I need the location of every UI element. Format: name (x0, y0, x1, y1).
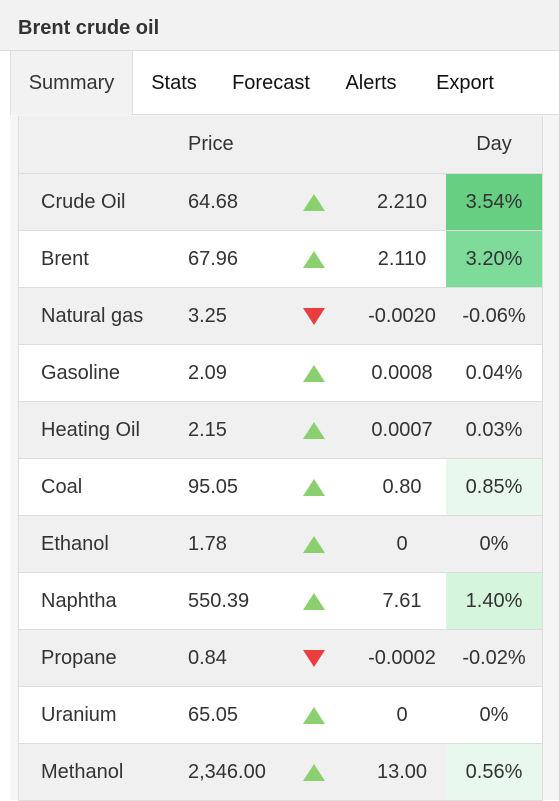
price-change: -0.0002 (368, 646, 436, 669)
commodity-name: Naphtha (41, 589, 117, 612)
quotes-table: Price Day Crude Oil 64.68 2.210 3.54% Brent 6… (18, 116, 543, 801)
table-row[interactable]: Methanol 2,346.00 13.00 0.56% (19, 744, 542, 801)
day-percent-change: 0.04% (465, 361, 523, 384)
commodity-name: Ethanol (41, 532, 109, 555)
triangle-up-icon (303, 193, 325, 211)
up-arrow-icon (302, 459, 326, 515)
day-percent-change: 1.40% (446, 573, 542, 629)
up-arrow-icon (302, 231, 326, 287)
day-percent-change: -0.06% (462, 304, 526, 327)
commodity-name: Heating Oil (41, 418, 140, 441)
table-header-row: Price Day (19, 116, 542, 174)
table-row[interactable]: Propane 0.84 -0.0002 -0.02% (19, 630, 542, 687)
table-body: Crude Oil 64.68 2.210 3.54% Brent 67.96 2.110 3… (19, 174, 542, 801)
table-row[interactable]: Natural gas 3.25 -0.0020 -0.06% (19, 288, 542, 345)
table-row[interactable]: Brent 67.96 2.110 3.20% (19, 231, 542, 288)
triangle-up-icon (303, 763, 325, 781)
commodity-price: 2.15 (188, 418, 227, 441)
day-percent-change: 0% (479, 532, 509, 555)
commodity-price: 95.05 (188, 475, 239, 498)
price-change: 7.61 (382, 589, 422, 612)
commodity-price: 0.84 (188, 646, 227, 669)
price-change: 0.0007 (371, 418, 433, 441)
up-arrow-icon (302, 345, 326, 401)
up-arrow-icon (302, 687, 326, 743)
commodity-price: 550.39 (188, 589, 250, 612)
price-change: 2.110 (377, 247, 427, 270)
tab-divider (132, 114, 559, 115)
commodity-name: Crude Oil (41, 190, 126, 213)
tab-summary[interactable]: Summary (10, 51, 133, 115)
commodity-price: 1.78 (188, 532, 227, 555)
triangle-up-icon (303, 364, 325, 382)
commodity-name: Uranium (41, 703, 117, 726)
commodity-name: Brent (41, 247, 89, 270)
table-row[interactable]: Coal 95.05 0.80 0.85% (19, 459, 542, 516)
up-arrow-icon (302, 402, 326, 458)
day-column-header: Day (476, 133, 512, 155)
page-title: Brent crude oil (18, 17, 160, 39)
tab-bar: Summary Stats Forecast Alerts Export (0, 51, 559, 115)
up-arrow-icon (302, 516, 326, 572)
price-change: 0.80 (382, 475, 422, 498)
commodity-name: Gasoline (41, 361, 120, 384)
commodity-price: 2,346.00 (188, 760, 266, 783)
day-percent-change: 0% (479, 703, 509, 726)
price-change: 13.00 (376, 760, 428, 783)
down-arrow-icon (302, 288, 326, 344)
commodity-name: Natural gas (41, 304, 144, 327)
commodity-price: 65.05 (188, 703, 239, 726)
commodity-price: 67.96 (188, 247, 239, 270)
table-row[interactable]: Gasoline 2.09 0.0008 0.04% (19, 345, 542, 402)
commodity-name: Propane (41, 646, 117, 669)
price-change: 2.210 (376, 190, 428, 213)
triangle-up-icon (303, 706, 325, 724)
price-column-header: Price (188, 133, 234, 155)
triangle-up-icon (303, 478, 325, 496)
triangle-down-icon (303, 307, 325, 325)
commodity-name: Methanol (41, 760, 124, 783)
triangle-up-icon (303, 592, 325, 610)
up-arrow-icon (302, 174, 326, 230)
triangle-up-icon (303, 421, 325, 439)
table-row[interactable]: Heating Oil 2.15 0.0007 0.03% (19, 402, 542, 459)
table-row[interactable]: Ethanol 1.78 0 0% (19, 516, 542, 573)
day-percent-change: 3.20% (446, 231, 542, 287)
price-change: -0.0020 (368, 304, 436, 327)
day-percent-change: 0.03% (465, 418, 523, 441)
day-percent-change: -0.02% (462, 646, 526, 669)
tab-stats[interactable]: Stats (151, 72, 197, 94)
price-change: 0 (396, 703, 408, 726)
table-row[interactable]: Crude Oil 64.68 2.210 3.54% (19, 174, 542, 231)
commodity-name: Coal (41, 475, 83, 498)
triangle-down-icon (303, 649, 325, 667)
triangle-up-icon (303, 535, 325, 553)
up-arrow-icon (302, 744, 326, 800)
commodity-price: 64.68 (188, 190, 239, 213)
tab-export[interactable]: Export (436, 72, 494, 94)
day-percent-change: 0.85% (446, 459, 542, 515)
commodity-price: 3.25 (188, 304, 227, 327)
down-arrow-icon (302, 630, 326, 686)
tab-alerts[interactable]: Alerts (345, 72, 397, 94)
up-arrow-icon (302, 573, 326, 629)
table-row[interactable]: Naphtha 550.39 7.61 1.40% (19, 573, 542, 630)
price-change: 0 (396, 532, 408, 555)
page-header: Brent crude oil (0, 0, 559, 51)
day-percent-change: 3.54% (446, 174, 542, 230)
day-percent-change: 0.56% (446, 744, 542, 800)
table-row[interactable]: Uranium 65.05 0 0% (19, 687, 542, 744)
commodity-price: 2.09 (188, 361, 227, 384)
price-change: 0.0008 (371, 361, 433, 384)
tab-forecast[interactable]: Forecast (232, 72, 310, 94)
triangle-up-icon (303, 250, 325, 268)
